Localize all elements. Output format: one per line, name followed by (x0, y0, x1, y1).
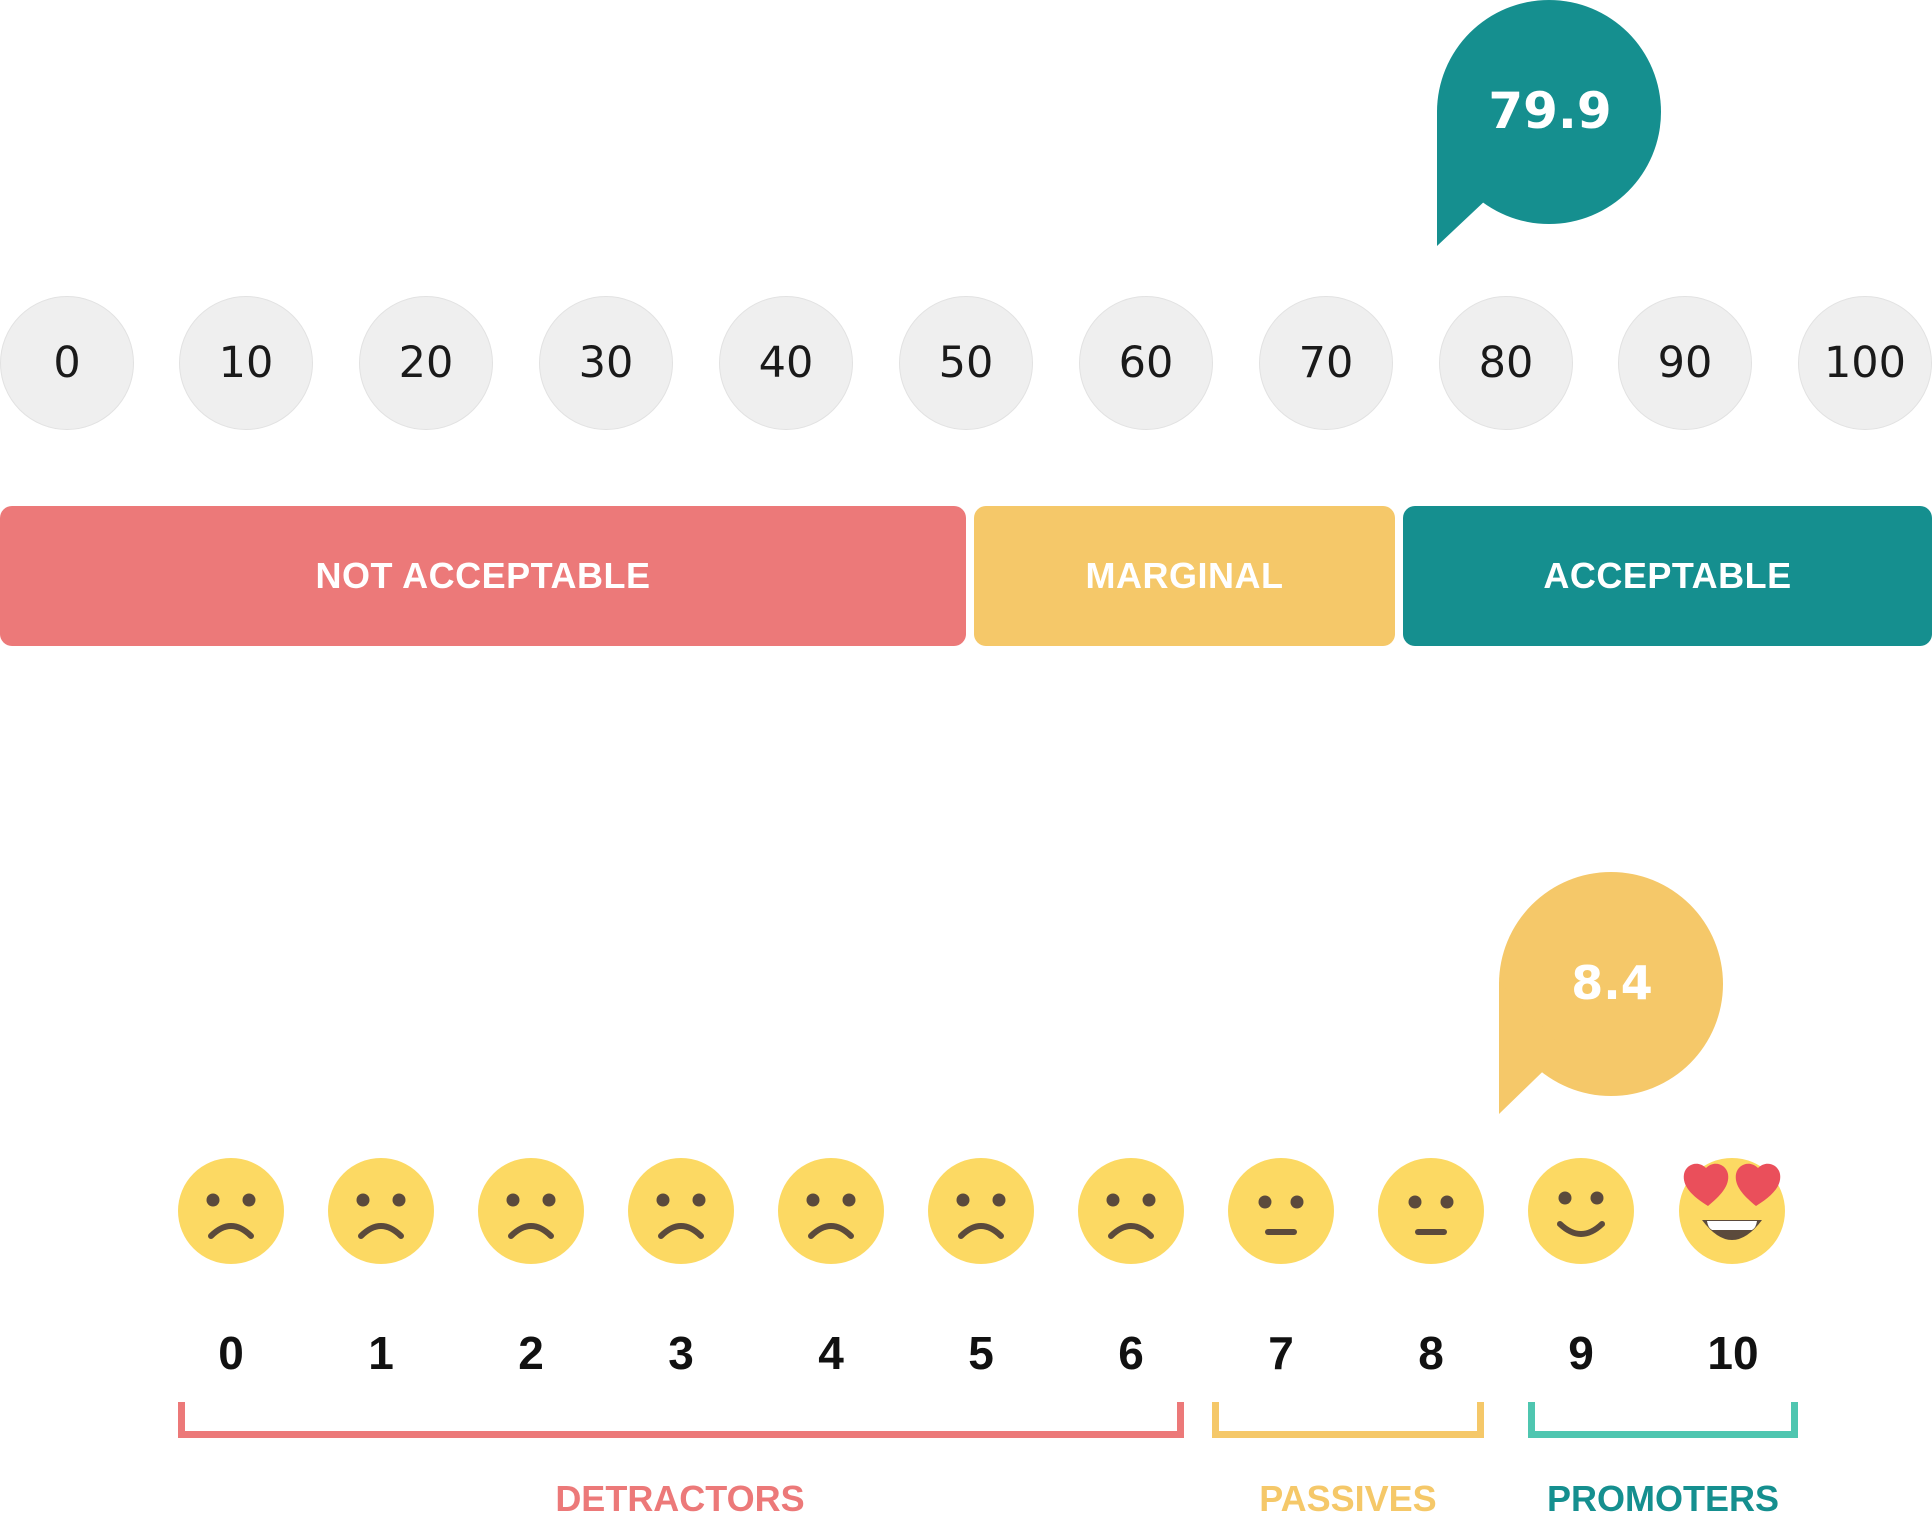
frown-icon (1078, 1158, 1184, 1264)
promoters-label: PROMOTERS (1546, 1478, 1779, 1519)
scale-value: 30 (539, 296, 673, 430)
scale-value: 0 (0, 296, 134, 430)
scale-value: 20 (359, 296, 493, 430)
scale-value: 10 (179, 296, 313, 430)
neutral-icon (1378, 1158, 1484, 1264)
nps-value: 4 (818, 1327, 844, 1379)
speech-bubble-icon (1499, 872, 1723, 1114)
scale-value: 50 (899, 296, 1033, 430)
frown-icon (628, 1158, 734, 1264)
sus-score-value: 79.9 (1488, 82, 1612, 140)
scale-value: 60 (1079, 296, 1213, 430)
passives-label: PASSIVES (1259, 1478, 1437, 1519)
speech-bubble-icon (1437, 0, 1661, 246)
passives-bracket (1212, 1402, 1484, 1438)
sus-score-bubble: 79.9 (1435, 0, 1665, 246)
nps-value: 1 (368, 1327, 394, 1379)
nps-value: 7 (1268, 1327, 1294, 1379)
range-marginal: MARGINAL (974, 506, 1395, 646)
nps-value: 3 (668, 1327, 694, 1379)
frown-icon (178, 1158, 284, 1264)
smile-icon (1528, 1158, 1634, 1264)
frown-icon (778, 1158, 884, 1264)
promoters-bracket (1528, 1402, 1798, 1438)
neutral-icon (1228, 1158, 1334, 1264)
frown-icon (478, 1158, 584, 1264)
nps-score-bubble: 8.4 (1497, 872, 1727, 1114)
detractors-label: DETRACTORS (555, 1478, 805, 1519)
scale-value: 100 (1798, 296, 1932, 430)
detractors-bracket (178, 1402, 1184, 1438)
nps-value: 8 (1418, 1327, 1444, 1379)
scale-value: 90 (1618, 296, 1752, 430)
nps-score-value: 8.4 (1571, 956, 1653, 1010)
nps-value: 6 (1118, 1327, 1144, 1379)
nps-value: 10 (1707, 1327, 1759, 1379)
frown-icon (328, 1158, 434, 1264)
nps-value: 5 (968, 1327, 994, 1379)
nps-value: 9 (1568, 1327, 1594, 1379)
scale-value: 80 (1439, 296, 1573, 430)
frown-icon (928, 1158, 1034, 1264)
range-acceptable: ACCEPTABLE (1403, 506, 1932, 646)
nps-value: 0 (218, 1327, 244, 1379)
nps-value: 2 (518, 1327, 544, 1379)
scale-value: 40 (719, 296, 853, 430)
heart-eyes-icon (1678, 1154, 1786, 1264)
scale-value: 70 (1259, 296, 1393, 430)
range-not-acceptable: NOT ACCEPTABLE (0, 506, 966, 646)
